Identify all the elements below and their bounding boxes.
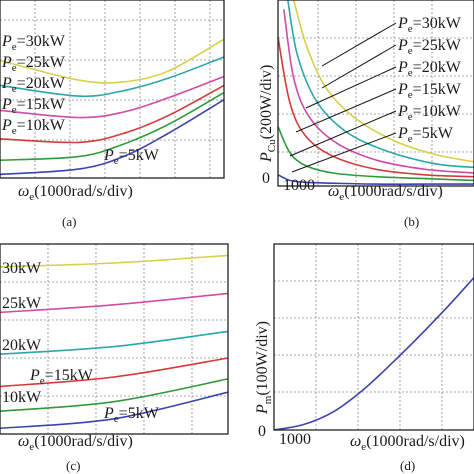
series-label: 30kW xyxy=(2,260,42,277)
series-label: Pe=5kW xyxy=(397,125,454,145)
caption-d: (d) xyxy=(400,458,415,473)
series-label: 10kW xyxy=(2,389,42,406)
xlabel-c: ωe(1000rad/s/div) xyxy=(18,433,133,453)
label-leader xyxy=(291,132,397,173)
xlabel-d: ωe(1000rad/s/div) xyxy=(350,433,465,453)
caption-c: (c) xyxy=(66,458,80,473)
xlabel-b: ωe(1000rad/s/div) xyxy=(328,183,443,203)
series-labels: Pe=30kWPe=25kWPe=20kWPe=15kWPe=10kWPe=5k… xyxy=(1,15,462,425)
panel-b: 1000 0 PCu(200W/div) ωe(1000rad/s/div) (… xyxy=(258,0,474,229)
series-line xyxy=(0,357,229,388)
panel-a: ωe(1000rad/s/div) (a) xyxy=(0,0,225,229)
caption-b: (b) xyxy=(404,214,419,229)
caption-a: (a) xyxy=(62,214,76,229)
xlabel-a: ωe(1000rad/s/div) xyxy=(18,183,133,203)
tick-y0-d: 0 xyxy=(258,423,266,440)
series-line xyxy=(0,56,225,98)
series-label: Pe=25kW xyxy=(1,54,66,74)
series-line xyxy=(0,330,229,355)
series-line xyxy=(277,174,474,185)
series-label: Pe=20kW xyxy=(1,75,66,95)
tick-y0-b: 0 xyxy=(262,170,270,187)
frame-c xyxy=(0,243,229,435)
tick-x0-d: 1000 xyxy=(279,431,311,448)
frame-b xyxy=(277,0,474,187)
series-label: Pe=15kW xyxy=(1,96,66,116)
series-label: Pe=30kW xyxy=(1,33,66,53)
curves-d xyxy=(273,276,474,431)
series-line xyxy=(283,9,474,174)
curves-a xyxy=(0,38,225,176)
series-label: 20kW xyxy=(2,337,42,354)
series-line xyxy=(0,254,229,268)
tick-x0-b: 1000 xyxy=(283,177,315,194)
label-leader xyxy=(295,88,397,133)
series-line xyxy=(273,276,474,431)
series-label: Pe=10kW xyxy=(397,103,462,123)
series-line xyxy=(277,126,474,182)
curves-c xyxy=(0,254,229,430)
panel-c: ωe(1000rad/s/div) (c) xyxy=(0,243,229,473)
label-leader xyxy=(321,22,397,67)
grid-d xyxy=(274,244,474,430)
series-label: Pe=5kW xyxy=(103,147,160,167)
series-line xyxy=(0,99,225,176)
series-line xyxy=(0,292,229,314)
series-label: Pe=15kW xyxy=(397,81,462,101)
panel-d: 1000 0 Pm(100W/div) ωe(1000rad/s/div) (d… xyxy=(254,243,474,473)
series-line xyxy=(0,378,229,412)
frame-a xyxy=(0,0,225,179)
series-label: Pe=25kW xyxy=(397,37,462,57)
series-label: 25kW xyxy=(2,295,42,312)
ylabel-b: PCu(200W/div) xyxy=(258,65,278,163)
frame-d xyxy=(273,243,474,431)
series-line xyxy=(292,0,474,163)
label-leader xyxy=(321,44,397,89)
label-leader xyxy=(305,66,397,109)
series-line xyxy=(0,91,225,161)
series-line xyxy=(0,38,225,84)
series-line xyxy=(0,84,225,144)
grid-a xyxy=(0,0,224,178)
series-line xyxy=(0,391,229,430)
series-label: Pe=15kW xyxy=(29,367,94,387)
ylabel-d: Pm(100W/div) xyxy=(254,321,274,415)
series-line xyxy=(0,75,225,119)
series-label: Pe=10kW xyxy=(1,117,66,137)
series-label: Pe=5kW xyxy=(103,405,160,425)
series-label: Pe=30kW xyxy=(397,15,462,35)
label-leader xyxy=(289,110,397,157)
series-label: Pe=20kW xyxy=(397,59,462,79)
grid-c xyxy=(0,244,228,434)
